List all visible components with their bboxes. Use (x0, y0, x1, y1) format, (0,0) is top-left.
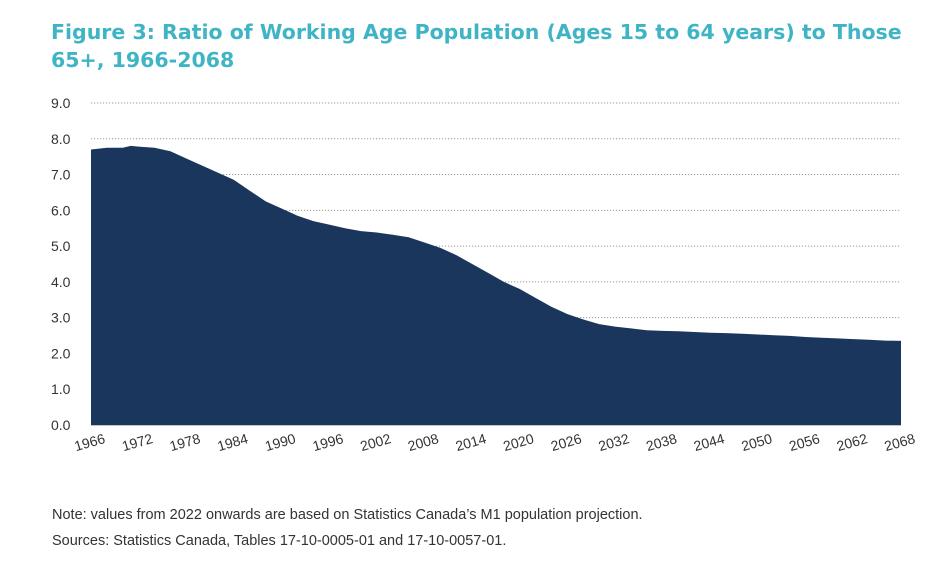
chart-note: Note: values from 2022 onwards are based… (52, 507, 643, 523)
y-tick-label: 6.0 (51, 202, 71, 218)
x-tick-label: 2056 (787, 430, 822, 454)
chart-sources: Sources: Statistics Canada, Tables 17-10… (52, 533, 507, 549)
y-tick-label: 9.0 (51, 95, 71, 111)
y-tick-label: 2.0 (51, 345, 71, 361)
series-area (91, 145, 901, 425)
y-tick-label: 3.0 (51, 310, 71, 326)
x-tick-label: 2002 (358, 430, 393, 454)
x-tick-label: 1990 (263, 430, 298, 454)
x-tick-label: 2020 (501, 430, 536, 454)
y-tick-label: 1.0 (51, 381, 71, 397)
x-tick-label: 2038 (644, 430, 679, 454)
y-tick-label: 5.0 (51, 238, 71, 254)
y-tick-label: 0.0 (51, 417, 71, 433)
x-tick-label: 1984 (215, 430, 250, 454)
y-axis: 0.0 1.0 2.0 3.0 4.0 5.0 6.0 7.0 8.0 9.0 (51, 95, 71, 433)
x-tick-label: 1966 (72, 430, 107, 454)
x-tick-label: 1978 (168, 430, 203, 454)
area-chart: 0.01.02.03.04.05.06.07.08.09.0 1966 1972 1… (51, 95, 917, 454)
x-tick-label: 1996 (311, 430, 346, 454)
y-tick-label: 4.0 (51, 274, 71, 290)
x-tick-label: 2062 (835, 430, 870, 454)
x-tick-label: 2026 (549, 430, 584, 454)
x-tick-label: 2008 (406, 430, 441, 454)
x-tick-label: 1972 (120, 430, 155, 454)
x-tick-label: 2068 (882, 430, 917, 454)
x-tick-label: 2032 (597, 430, 632, 454)
x-axis: 1966 1972 1978 1984 1990 1996 2002 2008 2014 2020… (72, 430, 917, 454)
chart-title: Figure 3: Ratio of Working Age Populatio… (51, 20, 902, 72)
y-tick-label: 7.0 (51, 167, 71, 183)
x-tick-label: 2044 (692, 430, 727, 454)
x-tick-label: 2050 (740, 430, 775, 454)
x-tick-label: 2014 (454, 430, 489, 454)
plot-area (91, 145, 901, 425)
y-tick-label: 8.0 (51, 131, 71, 147)
